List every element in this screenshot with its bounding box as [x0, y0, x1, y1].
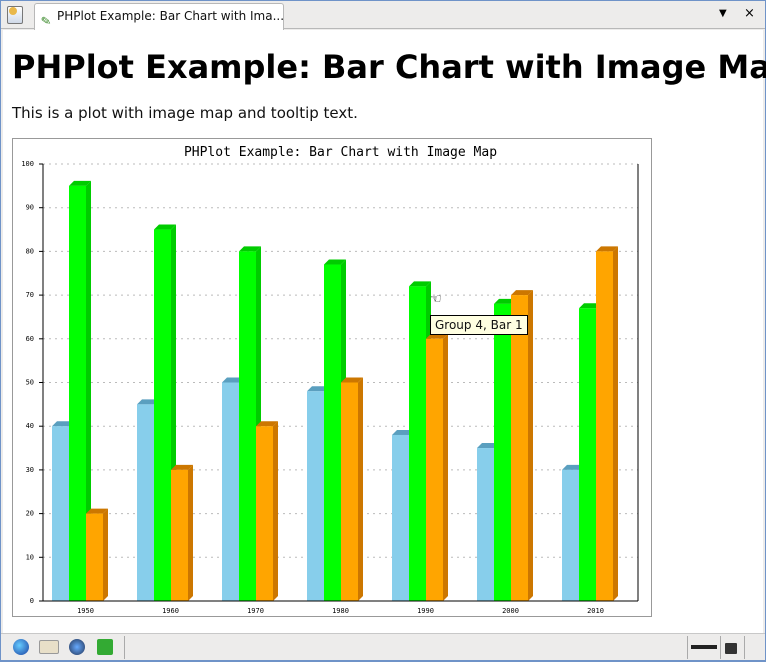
bar	[222, 382, 239, 601]
separator	[720, 636, 721, 659]
globe-icon[interactable]	[13, 639, 29, 655]
bar	[477, 448, 494, 601]
bar	[52, 426, 69, 601]
bar-side	[273, 421, 278, 601]
bar-top	[562, 464, 584, 470]
online-icon[interactable]	[691, 645, 717, 649]
x-tick-label: 1960	[162, 607, 179, 615]
status-bar	[1, 633, 765, 660]
bar	[562, 469, 579, 601]
bar	[409, 286, 426, 601]
bar	[596, 251, 613, 601]
bar	[69, 185, 86, 601]
chart-svg[interactable]: PHPlot Example: Bar Chart with Image Map…	[12, 138, 654, 619]
bar	[579, 308, 596, 601]
y-tick-label: 90	[26, 204, 34, 212]
bar-top	[307, 386, 329, 392]
x-tick-label: 1990	[417, 607, 434, 615]
bar-top	[69, 180, 91, 186]
bar-side	[613, 246, 618, 601]
bar-top	[409, 281, 431, 287]
bar	[256, 426, 273, 601]
bar-top	[477, 443, 499, 449]
bar-top	[137, 399, 159, 405]
tab-active[interactable]: ✎ PHPlot Example: Bar Chart with Ima...	[34, 3, 284, 30]
chart-title: PHPlot Example: Bar Chart with Image Map	[184, 145, 497, 160]
lock-icon[interactable]	[725, 643, 737, 654]
page-title: PHPlot Example: Bar Chart with Image Map	[12, 48, 766, 86]
addressbook-icon[interactable]	[97, 639, 113, 655]
bar	[494, 303, 511, 601]
y-tick-label: 10	[26, 553, 34, 561]
bar-side	[86, 180, 91, 601]
bar-top	[324, 259, 346, 265]
y-tick-label: 70	[26, 291, 34, 299]
page-content: PHPlot Example: Bar Chart with Image Map…	[3, 30, 766, 633]
bar-top	[86, 508, 108, 514]
y-tick-label: 60	[26, 335, 34, 343]
y-tick-label: 20	[26, 510, 34, 518]
x-tick-label: 2000	[502, 607, 519, 615]
y-tick-label: 100	[21, 160, 34, 168]
y-tick-label: 0	[30, 597, 34, 605]
separator	[124, 636, 125, 659]
y-tick-label: 80	[26, 247, 34, 255]
bar-top	[579, 303, 601, 309]
bar-top	[154, 224, 176, 230]
bar	[426, 338, 443, 601]
bar-top	[52, 421, 74, 427]
y-tick-label: 30	[26, 466, 34, 474]
bar	[307, 391, 324, 601]
page-icon[interactable]	[7, 6, 23, 24]
mail-icon[interactable]	[39, 640, 59, 654]
bar-top	[426, 333, 448, 339]
tab-list-icon[interactable]: ▼	[719, 8, 727, 19]
bar	[392, 434, 409, 601]
x-tick-label: 2010	[587, 607, 604, 615]
y-tick-label: 40	[26, 422, 34, 430]
bar-top	[511, 290, 533, 296]
bar-side	[188, 464, 193, 601]
separator	[687, 636, 688, 659]
composer-icon[interactable]	[69, 639, 85, 655]
tooltip: Group 4, Bar 1	[430, 315, 528, 335]
bar-side	[103, 508, 108, 601]
bar	[324, 264, 341, 601]
bar-top	[171, 464, 193, 470]
bar-top	[596, 246, 618, 252]
bar-chart[interactable]: PHPlot Example: Bar Chart with Image Map…	[12, 138, 652, 617]
bar	[86, 513, 103, 601]
bar	[154, 229, 171, 602]
bar	[511, 295, 528, 601]
tab-bar: ✎ PHPlot Example: Bar Chart with Ima... …	[1, 1, 765, 30]
x-tick-label: 1950	[77, 607, 94, 615]
bar-top	[494, 298, 516, 304]
y-tick-label: 50	[26, 379, 34, 387]
bar-top	[239, 246, 261, 252]
bar	[137, 404, 154, 601]
bar	[239, 251, 256, 601]
close-tab-icon[interactable]: ×	[744, 6, 755, 21]
bar	[171, 469, 188, 601]
hand-cursor-icon: ☜	[430, 292, 442, 307]
bar-side	[358, 377, 363, 601]
bar-top	[341, 377, 363, 383]
bar-top	[392, 429, 414, 435]
bar-side	[528, 290, 533, 601]
bar-top	[256, 421, 278, 427]
x-tick-label: 1970	[247, 607, 264, 615]
bar-top	[222, 377, 244, 383]
intro-text: This is a plot with image map and toolti…	[12, 104, 358, 122]
tab-title: PHPlot Example: Bar Chart with Ima...	[57, 9, 285, 23]
bar-side	[443, 333, 448, 601]
x-tick-label: 1980	[332, 607, 349, 615]
bar	[341, 382, 358, 601]
separator	[744, 636, 745, 659]
